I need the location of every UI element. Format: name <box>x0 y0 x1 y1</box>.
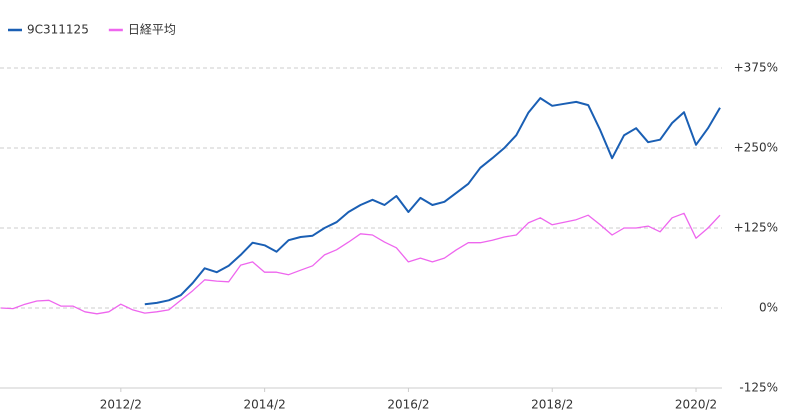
y-tick-label: -125% <box>739 381 778 395</box>
x-tick-label: 2014/2 <box>244 398 286 412</box>
series-line <box>0 212 721 315</box>
legend-label: 9C311125 <box>27 23 89 37</box>
x-tick-label: 2020/2 <box>675 398 717 412</box>
y-tick-label: 0% <box>759 301 778 315</box>
y-tick-label: +250% <box>734 141 778 155</box>
x-tick-label: 2016/2 <box>387 398 429 412</box>
legend-label: 日経平均 <box>128 23 176 37</box>
x-tick-label: 2012/2 <box>100 398 142 412</box>
y-tick-label: +125% <box>734 221 778 235</box>
y-tick-label: +375% <box>734 61 778 75</box>
series-line <box>144 97 721 306</box>
x-tick-label: 2018/2 <box>531 398 573 412</box>
